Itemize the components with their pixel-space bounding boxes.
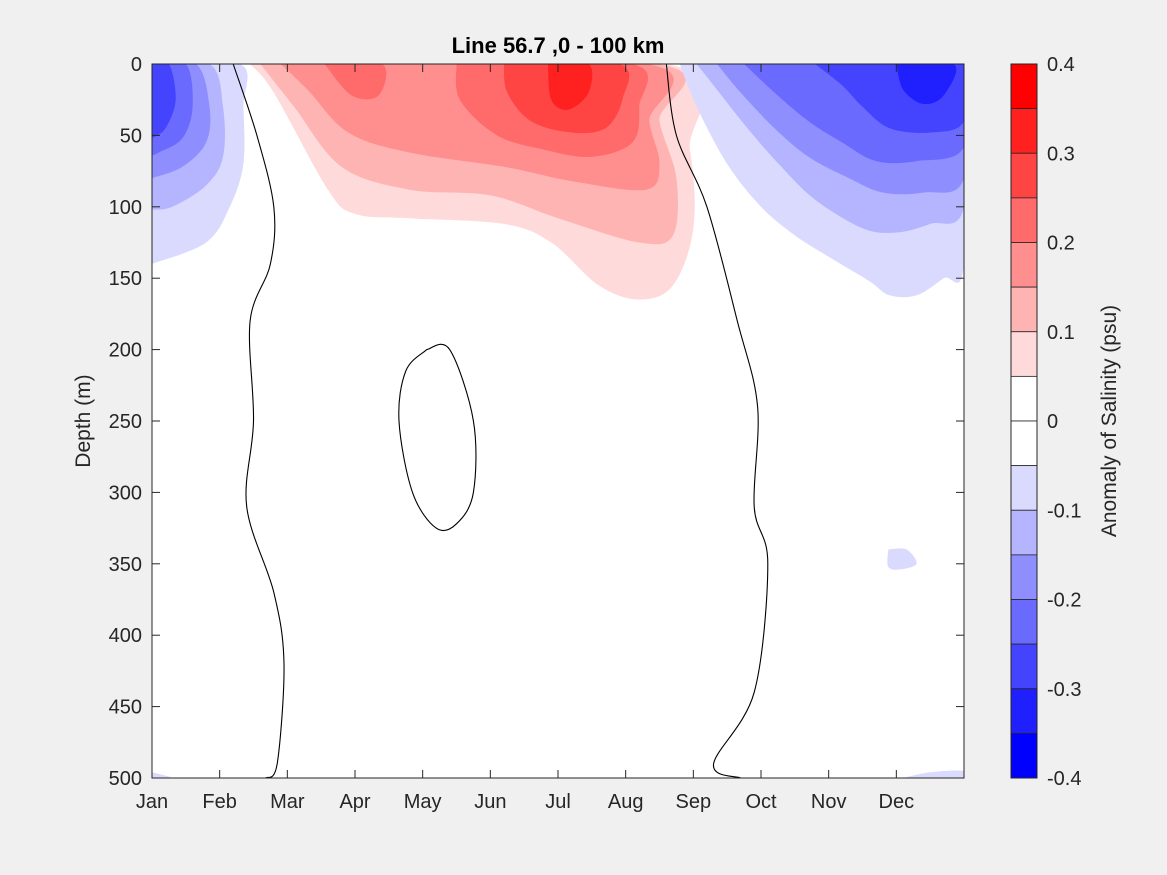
x-tick-label: Nov <box>811 791 847 813</box>
x-tick-label: Jun <box>474 791 506 813</box>
x-tick-label: Sep <box>676 791 712 813</box>
band-deep-neg-patch <box>887 548 917 570</box>
y-axis: 0 50 100 150 200 250 300 350 400 450 500 <box>109 54 964 790</box>
colorbar-swatch <box>1010 509 1038 556</box>
y-tick-label: 200 <box>109 340 142 362</box>
y-tick-label: 350 <box>109 554 142 576</box>
y-tick-label: 300 <box>109 482 142 504</box>
x-tick-label: Oct <box>745 791 777 813</box>
colorbar-tick-label: -0.3 <box>1047 679 1081 701</box>
colorbar-tick-label: -0.4 <box>1047 768 1081 790</box>
colorbar-tick-label: 0.4 <box>1047 54 1075 76</box>
colorbar-swatch <box>1010 108 1038 154</box>
colorbar-label: Anomaly of Salinity (psu) <box>1098 305 1121 537</box>
x-axis: Jan Feb Mar Apr May Jun Jul Aug Sep Oct Nov Dec <box>136 64 914 813</box>
closed-zero-contour <box>398 343 477 532</box>
y-tick-label: 250 <box>109 411 142 433</box>
colorbar-swatch <box>1010 152 1038 199</box>
colorbar-tick-label: 0.1 <box>1047 322 1075 344</box>
band-bottom-neg-left <box>152 772 173 778</box>
colorbar-tick-label: -0.1 <box>1047 500 1081 522</box>
colorbar-swatch <box>1010 420 1038 467</box>
colorbar-swatch <box>1010 599 1038 645</box>
band-bottom-neg-right <box>903 770 964 778</box>
contour-fills <box>152 64 964 778</box>
colorbar-swatch <box>1010 375 1038 422</box>
colorbar-swatch <box>1010 242 1038 288</box>
band-winter-neg-5 <box>152 64 176 139</box>
chart-title: Line 56.7 ,0 - 100 km <box>452 33 665 58</box>
x-tick-label: Mar <box>270 791 305 813</box>
y-tick-label: 100 <box>109 197 142 219</box>
x-tick-label: May <box>404 791 442 813</box>
colorbar-swatch <box>1010 554 1038 600</box>
colorbar: 0.4 0.3 0.2 0.1 0 -0.1 -0.2 -0.3 -0.4 <box>1010 54 1081 790</box>
x-tick-label: Apr <box>339 791 370 813</box>
x-tick-label: Aug <box>608 791 644 813</box>
colorbar-tick-label: 0 <box>1047 411 1058 433</box>
colorbar-swatch <box>1010 63 1038 110</box>
colorbar-tick-label: 0.3 <box>1047 143 1075 165</box>
band-summer-pos-6 <box>547 64 593 110</box>
x-tick-label: Jan <box>136 791 168 813</box>
x-tick-label: Jul <box>545 791 571 813</box>
y-tick-label: 450 <box>109 697 142 719</box>
band-summer-pos-4 <box>324 64 387 100</box>
y-axis-label: Depth (m) <box>72 374 95 467</box>
y-tick-label: 400 <box>109 625 142 647</box>
colorbar-tick-label: -0.2 <box>1047 590 1081 612</box>
colorbar-swatch <box>1010 465 1038 511</box>
colorbar-swatch <box>1010 732 1038 779</box>
late-year-zero-line <box>665 64 769 778</box>
early-year-zero-line <box>232 64 285 778</box>
colorbar-swatch <box>1010 197 1038 243</box>
colorbar-swatch <box>1010 688 1038 734</box>
y-tick-label: 0 <box>131 54 142 76</box>
band-fall-neg-6 <box>896 64 957 105</box>
y-tick-label: 50 <box>120 125 142 147</box>
colorbar-frame <box>1010 63 1038 779</box>
colorbar-swatch <box>1010 331 1038 377</box>
y-tick-label: 150 <box>109 268 142 290</box>
y-tick-label: 500 <box>109 768 142 790</box>
x-tick-label: Feb <box>202 791 236 813</box>
colorbar-swatch <box>1010 286 1038 333</box>
x-tick-label: Dec <box>879 791 915 813</box>
colorbar-tick-label: 0.2 <box>1047 233 1075 255</box>
colorbar-swatch <box>1010 643 1038 690</box>
zero-contours <box>232 64 769 778</box>
